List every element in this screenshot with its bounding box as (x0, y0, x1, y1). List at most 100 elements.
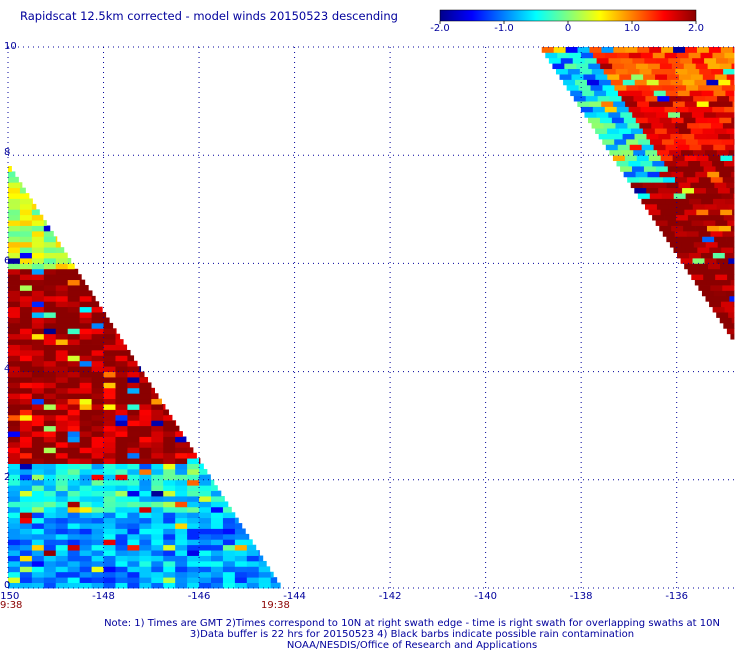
swath-cell (31, 512, 45, 519)
swath-cell (31, 247, 45, 253)
swath-cell (673, 193, 687, 199)
y-tick-label: 4 (4, 364, 10, 375)
swath-cell (722, 122, 735, 129)
swath-cell (671, 171, 684, 178)
swath-cell (602, 84, 615, 91)
swath-cell (8, 501, 21, 508)
swath-cell (559, 74, 572, 80)
swath-cell (151, 512, 164, 519)
swath-cell (691, 220, 704, 226)
swath-cell (676, 52, 689, 59)
swath-cell (31, 501, 45, 508)
swath-cell (703, 166, 716, 172)
swath-cell (175, 517, 188, 524)
swath-cell (258, 555, 264, 562)
swath-cell (55, 533, 69, 540)
swath-cell (222, 517, 236, 524)
swath-cell (67, 441, 81, 448)
swath-cell (103, 431, 116, 437)
swath-cell (721, 247, 734, 253)
swath-cell (222, 560, 236, 567)
swath-cell (103, 344, 116, 351)
swath-cell (688, 160, 701, 167)
swath-cell (115, 517, 128, 524)
swath-cell (175, 550, 188, 556)
swath-cell (139, 496, 152, 502)
swath-cell (19, 252, 33, 259)
swath-cell (8, 382, 21, 389)
colorbar-tick-label: -2.0 (430, 23, 450, 34)
swath-cell (79, 560, 92, 567)
swath-cell (163, 474, 176, 481)
swath-cell (139, 555, 152, 562)
swath-cell (572, 57, 586, 64)
swath-cell (729, 95, 735, 102)
swath-cell (127, 458, 140, 464)
swath-cell (43, 479, 57, 486)
swath-cell (596, 57, 609, 64)
swath-cell (31, 274, 45, 281)
swath-cell (55, 577, 69, 583)
swath-cell (581, 52, 594, 59)
swath-cell (705, 95, 718, 102)
swath-cell (639, 176, 652, 183)
swath-cell (630, 182, 644, 189)
swath-cell (642, 128, 656, 134)
swath-cell (31, 528, 45, 535)
swath-cell (594, 90, 607, 97)
swath-cell (103, 533, 116, 540)
swath-cell (688, 252, 702, 259)
swath-cell (115, 344, 128, 351)
swath-cell (713, 90, 726, 97)
swath-cell (115, 409, 128, 416)
swath-cell (638, 84, 651, 91)
swath-cell (151, 409, 164, 416)
swath-cell (659, 171, 672, 178)
swath-cell (706, 133, 719, 140)
swath-cell (19, 501, 33, 508)
swath-cell (665, 198, 678, 205)
swath-cell (139, 582, 152, 589)
swath-cell (91, 431, 104, 437)
colorbar-tick-label: 0 (565, 23, 571, 34)
swath-cell (31, 420, 45, 427)
swath-cell (91, 425, 104, 432)
swath-cell (115, 387, 128, 394)
swath-cell (43, 555, 57, 562)
swath-cell (641, 144, 654, 151)
swath-cell (732, 155, 735, 162)
swath-cell (127, 355, 135, 362)
swath-cell (694, 279, 708, 286)
swath-cell (43, 544, 57, 551)
swath-cell (617, 90, 631, 97)
swath-cell (103, 458, 116, 464)
swath-cell (675, 68, 688, 75)
swath-cell (693, 95, 706, 102)
swath-cell (19, 290, 33, 297)
swath-cell (635, 63, 649, 70)
swath-cell (658, 187, 671, 194)
swath-cell (43, 431, 57, 437)
swath-cell (640, 106, 653, 113)
swath-cell (79, 328, 92, 335)
swath-cell (728, 257, 735, 264)
swath-cell (8, 523, 21, 529)
swath-cell (91, 523, 104, 529)
swath-cell (43, 328, 57, 335)
swath-cell (612, 155, 626, 162)
swath-cell (67, 571, 81, 578)
swath-cell (115, 355, 128, 362)
swath-cell (8, 496, 21, 502)
swath-cell (187, 539, 200, 546)
swath-cell (8, 349, 21, 356)
swath-cell (103, 474, 116, 481)
swath-cell (698, 176, 712, 183)
swath-cell (600, 63, 613, 70)
swath-cell (187, 485, 200, 492)
swath-cell (234, 560, 248, 567)
swath-cell (680, 203, 694, 210)
swath-cell (139, 452, 152, 459)
swath-cell (55, 274, 69, 281)
swath-cell (55, 425, 69, 432)
swath-cell (163, 550, 176, 556)
